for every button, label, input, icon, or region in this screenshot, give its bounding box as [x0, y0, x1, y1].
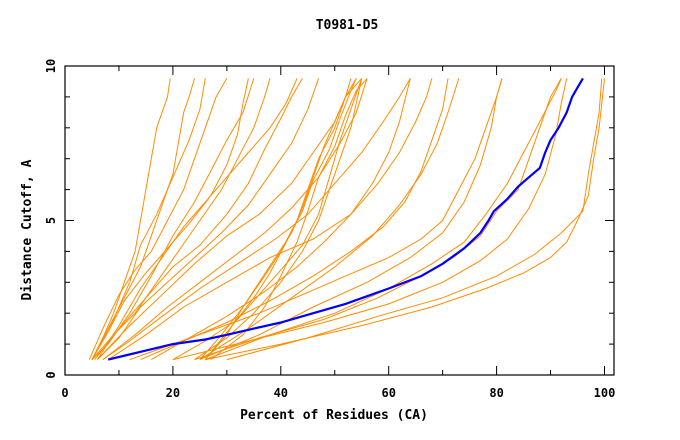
- series-line-model-21: [226, 78, 603, 361]
- series-line-model-02: [91, 78, 195, 360]
- x-tick-label: 80: [489, 386, 503, 400]
- series-line-model-18: [194, 78, 562, 361]
- series-line-model-30: [210, 78, 368, 360]
- series-line-model-22: [129, 78, 503, 361]
- series-line-model-24: [107, 78, 433, 361]
- x-tick-label: 0: [61, 386, 68, 400]
- y-tick-label: 5: [44, 217, 58, 224]
- series-line-model-29: [172, 78, 363, 361]
- series-line-model-13: [204, 78, 357, 360]
- series-line-model-15: [199, 78, 460, 361]
- x-tick-label: 60: [381, 386, 395, 400]
- series-line-model-26: [151, 78, 411, 361]
- series-line-highlighted-model: [107, 77, 584, 361]
- series-line-model-03: [88, 78, 228, 360]
- series-line-model-11: [204, 78, 357, 360]
- x-tick-label: 20: [166, 386, 180, 400]
- y-axis-label: Distance Cutoff, A: [20, 159, 35, 300]
- series-line-model-01: [91, 78, 171, 360]
- series-line-model-06: [91, 78, 255, 360]
- series-line-model-25: [102, 78, 411, 361]
- x-tick-label: 40: [274, 386, 288, 400]
- series-line-model-14: [194, 78, 363, 361]
- series-line-model-07: [97, 78, 320, 360]
- series-line-model-19: [172, 78, 568, 361]
- ticks-layer: [64, 65, 614, 376]
- series-layer: [88, 78, 605, 361]
- y-tick-label: 10: [44, 59, 58, 73]
- x-axis-label: Percent of Residues (CA): [240, 408, 428, 423]
- series-line-model-17: [205, 78, 562, 361]
- series-line-model-04: [91, 78, 271, 360]
- x-tick-label: 100: [594, 386, 616, 400]
- series-line-model-23: [140, 78, 449, 361]
- highlight-layer: [107, 77, 584, 361]
- series-line-model-20: [205, 78, 605, 361]
- chart-title: T0981-D5: [316, 18, 379, 33]
- series-line-model-09: [91, 78, 206, 360]
- series-line-model-05: [94, 78, 303, 360]
- series-line-model-10: [102, 78, 368, 360]
- series-line-model-16: [199, 78, 503, 361]
- tick-labels-layer: 0 20 40 60 80 100 0 5 10: [44, 59, 615, 400]
- y-tick-label: 0: [44, 371, 58, 378]
- series-line-model-28: [91, 78, 249, 360]
